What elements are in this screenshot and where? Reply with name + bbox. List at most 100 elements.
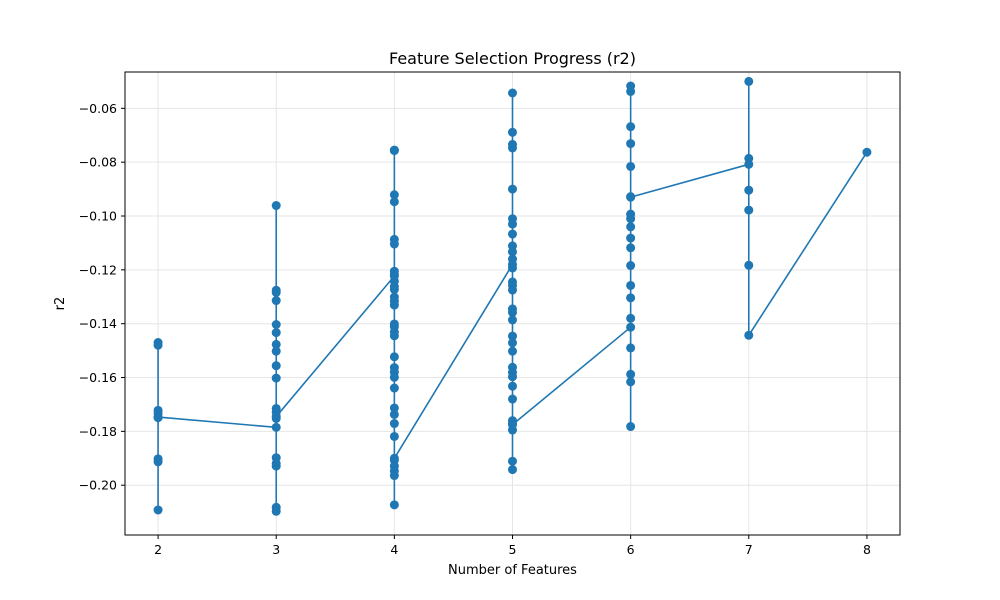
y-tick-label: −0.12	[79, 262, 117, 277]
data-point	[389, 270, 399, 280]
plot-frame	[124, 71, 901, 536]
x-tick-label: 2	[154, 542, 162, 557]
data-point	[508, 456, 517, 466]
data-point	[626, 261, 636, 271]
data-point	[626, 214, 636, 224]
data-point	[389, 419, 399, 429]
data-point	[271, 201, 281, 211]
data-point	[626, 280, 636, 290]
data-point	[389, 239, 399, 249]
data-point	[271, 422, 281, 432]
data-point	[508, 143, 517, 153]
data-point	[508, 465, 517, 475]
data-point	[508, 331, 517, 341]
data-point	[389, 285, 399, 295]
data-point	[508, 184, 517, 194]
y-tick-label: −0.06	[79, 101, 117, 116]
data-point	[508, 247, 517, 257]
data-point	[744, 260, 754, 270]
data-point	[153, 412, 163, 422]
x-tick-label: 8	[863, 542, 871, 557]
data-point	[389, 403, 399, 413]
data-point	[626, 369, 636, 379]
data-point	[389, 471, 399, 481]
data-point	[389, 453, 399, 463]
x-tick-label: 3	[272, 542, 280, 557]
data-point	[271, 287, 281, 297]
x-tick-label: 7	[745, 542, 753, 557]
x-axis-label: Number of Features	[448, 563, 577, 578]
data-point	[508, 219, 517, 229]
y-tick-label: −0.10	[79, 209, 117, 224]
series-layer	[153, 76, 872, 516]
data-point	[626, 293, 636, 303]
data-point	[508, 285, 517, 295]
data-point	[389, 431, 399, 441]
x-tick-label: 5	[509, 542, 517, 557]
data-point	[389, 372, 399, 382]
data-point	[626, 322, 636, 332]
data-point	[508, 394, 517, 404]
data-point	[626, 192, 636, 202]
data-point	[271, 346, 281, 356]
data-point	[271, 373, 281, 383]
data-point	[153, 457, 163, 467]
data-point	[508, 263, 517, 273]
data-point	[389, 352, 399, 362]
data-point	[389, 500, 399, 510]
data-point	[626, 122, 636, 132]
data-point	[508, 315, 517, 325]
data-point	[389, 190, 399, 200]
data-point	[862, 147, 872, 157]
data-point	[508, 307, 517, 317]
data-point	[508, 88, 517, 98]
data-point	[744, 76, 754, 86]
data-point	[508, 346, 517, 356]
data-point	[153, 340, 163, 350]
data-point	[626, 161, 636, 171]
data-point	[271, 461, 281, 471]
data-point	[626, 139, 636, 149]
data-point	[744, 153, 754, 163]
axis-layer: 2 3 4 5 6 7 8 −0.20 −0.18 −0.16 −0.14 −0.12 −0.10 −0.…	[79, 71, 901, 557]
x-tick-label: 4	[390, 542, 398, 557]
data-point	[508, 127, 517, 137]
data-point	[508, 254, 517, 264]
y-tick-label: −0.16	[79, 370, 117, 385]
y-tick-label: −0.18	[79, 424, 117, 439]
data-point	[626, 377, 636, 387]
data-point	[389, 383, 399, 393]
y-tick-label: −0.14	[79, 316, 117, 331]
chart-title: Feature Selection Progress (r2)	[389, 49, 636, 68]
data-point	[744, 185, 754, 195]
data-point	[744, 330, 754, 340]
data-point	[626, 243, 636, 253]
y-tick-label: −0.08	[79, 155, 117, 170]
data-point	[508, 338, 517, 348]
data-point	[626, 233, 636, 243]
y-axis-label: r2	[53, 297, 68, 311]
data-point	[271, 361, 281, 371]
data-point	[271, 296, 281, 306]
x-tick-label: 6	[627, 542, 635, 557]
data-point	[626, 343, 636, 353]
data-point	[508, 372, 517, 382]
y-tick-label: −0.20	[79, 478, 117, 493]
data-point	[271, 506, 281, 516]
data-point	[389, 146, 399, 156]
data-point	[389, 331, 399, 341]
data-point	[389, 300, 399, 310]
data-point	[271, 339, 281, 349]
data-point	[744, 205, 754, 215]
data-point	[508, 381, 517, 391]
data-point	[389, 197, 399, 207]
data-point	[271, 319, 281, 329]
data-point	[508, 229, 517, 239]
data-point	[271, 412, 281, 422]
data-point	[626, 86, 636, 96]
data-point	[389, 409, 399, 419]
data-point	[271, 328, 281, 338]
data-point	[626, 313, 636, 323]
data-point	[626, 422, 636, 432]
